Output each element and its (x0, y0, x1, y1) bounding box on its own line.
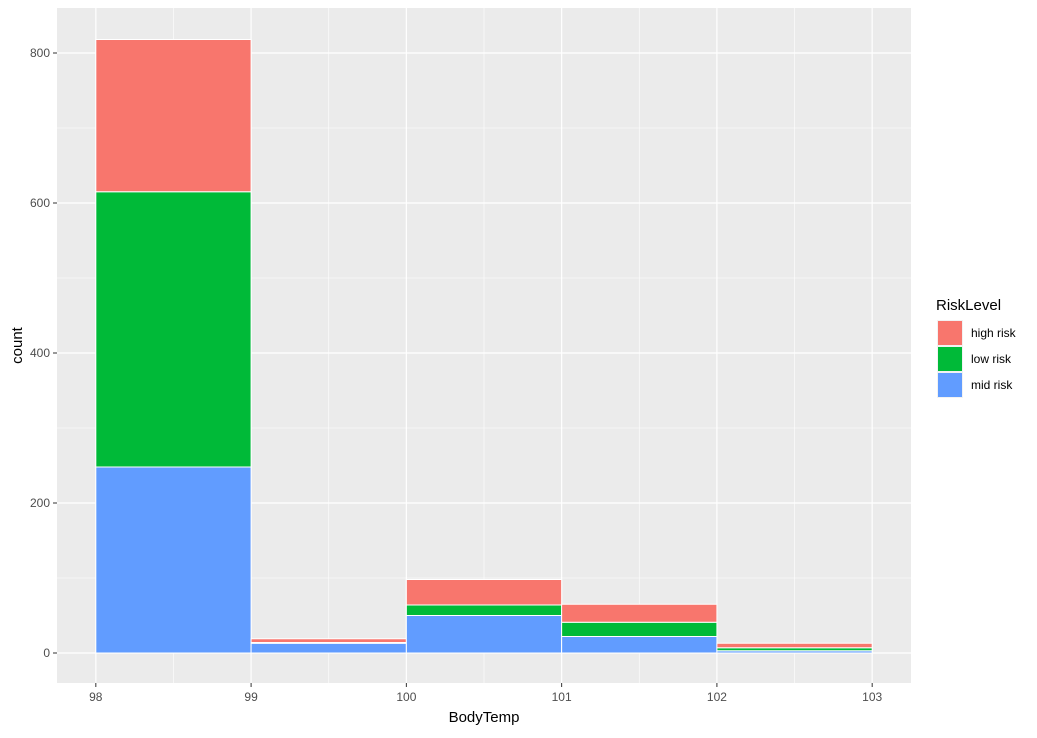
bar-mid-risk (250, 642, 407, 654)
bar-high-risk (716, 642, 873, 649)
legend: RiskLevel high risk low risk mid risk (936, 297, 1017, 398)
y-tick-label: 400 (30, 346, 50, 360)
legend-swatch-mid-risk (938, 373, 962, 397)
bar-low-risk (405, 604, 563, 616)
x-tick-label: 98 (89, 690, 103, 704)
x-tick-label: 103 (862, 690, 882, 704)
bars (95, 39, 873, 654)
x-tick-label: 101 (552, 690, 572, 704)
legend-swatch-high-risk (938, 321, 962, 345)
legend-swatch-low-risk (938, 347, 962, 371)
bar-low-risk (561, 621, 718, 637)
y-tick-label: 200 (30, 496, 50, 510)
legend-label-mid-risk: mid risk (971, 378, 1013, 392)
bar-mid-risk (561, 636, 718, 654)
y-axis: 0 200 400 600 800 (30, 46, 57, 660)
y-axis-title: count (9, 326, 26, 364)
x-tick-label: 102 (707, 690, 727, 704)
bar-high-risk (95, 39, 252, 193)
legend-title: RiskLevel (936, 297, 1001, 314)
x-tick-label: 100 (396, 690, 416, 704)
bar-low-risk (95, 191, 252, 468)
bar-high-risk (561, 603, 718, 623)
x-axis-title: BodyTemp (449, 709, 520, 726)
bar-mid-risk (95, 466, 252, 654)
x-axis: 98 99 100 101 102 103 (89, 683, 883, 704)
legend-label-low-risk: low risk (971, 352, 1012, 366)
bar-high-risk (250, 638, 407, 643)
y-tick-label: 600 (30, 196, 50, 210)
y-tick-label: 0 (43, 646, 50, 660)
bar-high-risk (405, 579, 563, 606)
bar-mid-risk (405, 615, 563, 654)
y-tick-label: 800 (30, 46, 50, 60)
legend-label-high-risk: high risk (971, 326, 1017, 340)
x-tick-label: 99 (244, 690, 258, 704)
